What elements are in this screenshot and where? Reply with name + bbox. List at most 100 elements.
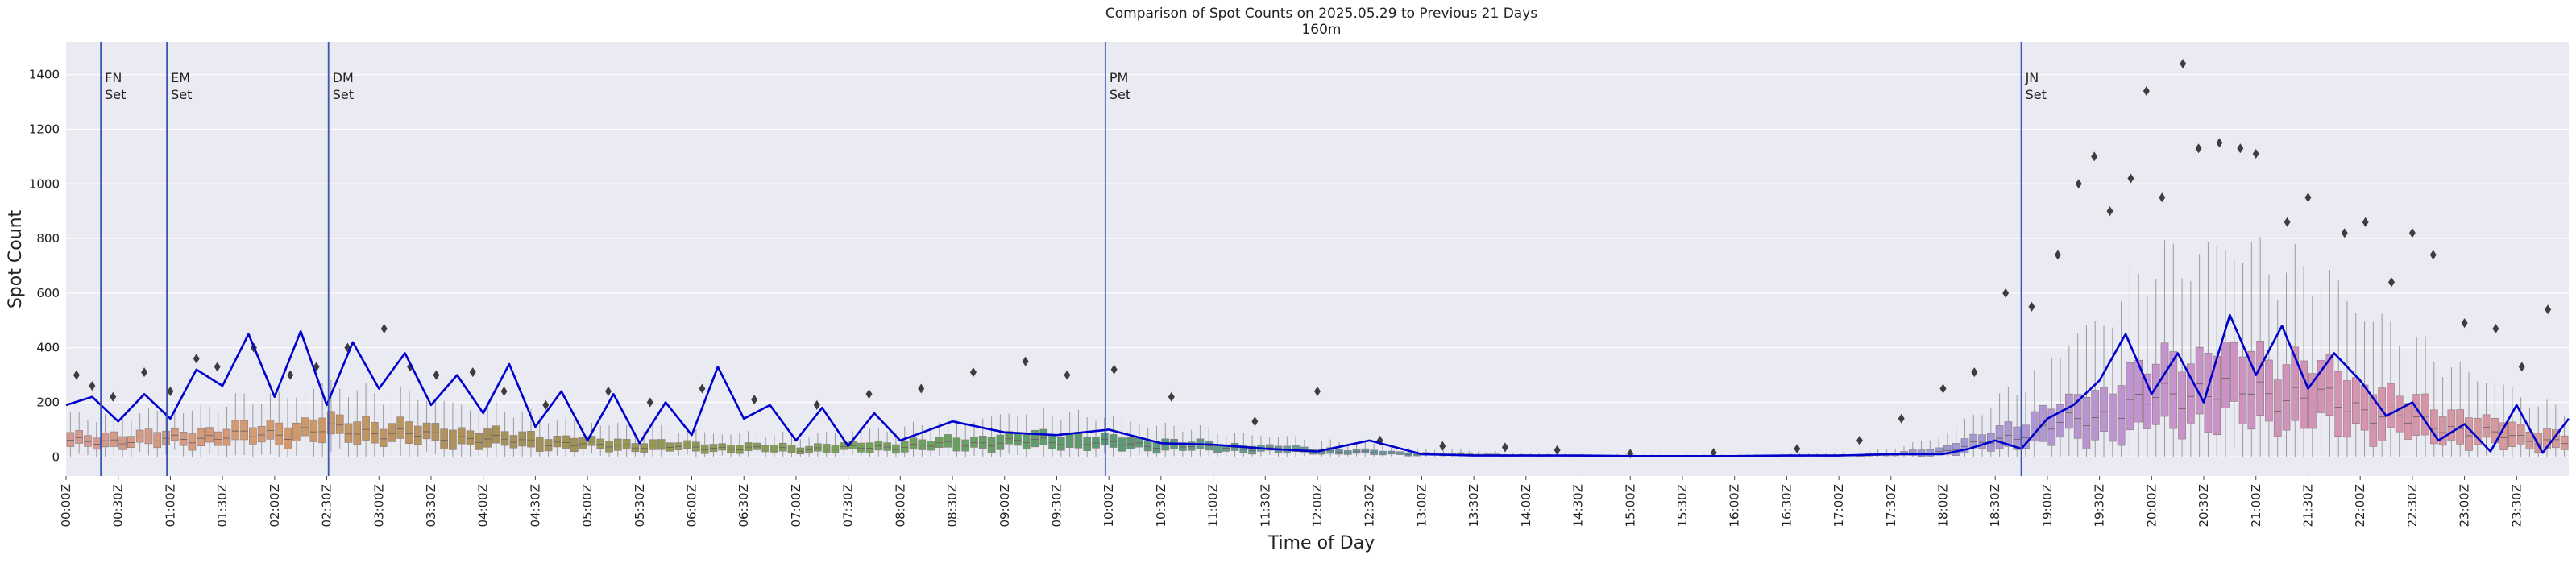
box-body [249, 427, 257, 445]
box-body [944, 434, 952, 448]
box-body [909, 437, 918, 450]
box-46 [466, 410, 475, 457]
current-day-line-layer [65, 313, 2570, 457]
box-152 [1387, 446, 1396, 457]
box-body [266, 420, 275, 440]
event-label: Set [105, 87, 126, 102]
box-body [744, 442, 753, 451]
box-232 [2082, 325, 2091, 457]
box-5 [110, 411, 118, 457]
box-body [640, 443, 649, 453]
box-body [413, 425, 422, 445]
chart-subtitle: 160m [1301, 22, 1341, 38]
box-body [614, 438, 622, 451]
box-body [822, 444, 831, 453]
x-tick-label: 12:00Z [1310, 484, 1325, 528]
box-68 [657, 424, 666, 457]
plot-area [66, 42, 2569, 476]
box-115 [1065, 412, 1074, 457]
box-86 [814, 433, 822, 457]
box-28 [309, 388, 318, 457]
box-239 [2143, 296, 2151, 457]
box-body [2508, 421, 2516, 447]
outlier-marker [2545, 304, 2552, 315]
x-tick-label: 03:30Z [424, 484, 438, 528]
box-285 [2543, 399, 2551, 457]
x-tick-label: 22:00Z [2353, 484, 2367, 528]
x-tick-label: 13:30Z [1466, 484, 1481, 528]
box-body [996, 434, 1005, 450]
box-body [2143, 373, 2151, 429]
box-body [2030, 411, 2039, 442]
box-21 [249, 404, 257, 457]
box-82 [778, 432, 787, 457]
box-body [2056, 404, 2064, 438]
box-body [970, 436, 978, 448]
box-body [188, 433, 197, 451]
box-220 [1978, 415, 1986, 457]
box-126 [1161, 422, 1170, 457]
box-231 [2073, 333, 2082, 457]
box-body [2247, 350, 2256, 430]
box-body [405, 421, 413, 445]
x-tick-label: 23:30Z [2509, 484, 2524, 528]
outlier-marker [2408, 228, 2416, 238]
outlier-marker [469, 367, 476, 378]
outlier-marker [2180, 59, 2187, 69]
box-body [544, 439, 553, 452]
box-body [292, 422, 301, 441]
box-body [2117, 385, 2126, 446]
box-body [1057, 437, 1065, 451]
box-85 [805, 437, 813, 457]
box-219 [1969, 415, 1978, 457]
box-14 [188, 410, 197, 457]
box-50 [500, 412, 509, 457]
box-body [170, 428, 179, 441]
event-label: EM [171, 70, 190, 85]
box-19 [231, 393, 240, 456]
box-9 [144, 408, 153, 456]
outlier-marker [969, 367, 977, 378]
box-body [683, 440, 691, 449]
box-10 [153, 411, 162, 457]
x-tick-label: 03:00Z [371, 484, 386, 528]
outlier-marker [2195, 143, 2202, 154]
outlier-marker [646, 397, 653, 408]
box-body [1960, 438, 1969, 453]
box-body [2343, 380, 2351, 438]
event-label: FN [105, 70, 122, 85]
outlier-marker [1439, 441, 1446, 451]
box-body [197, 428, 205, 446]
box-253 [2265, 274, 2273, 457]
outlier-marker [699, 383, 706, 394]
box-body [2178, 371, 2186, 440]
box-body [1039, 428, 1048, 445]
box-body [153, 432, 162, 449]
box-69 [666, 430, 674, 457]
box-body [718, 443, 727, 451]
box-99 [927, 428, 935, 457]
box-100 [935, 422, 944, 457]
box-body [335, 414, 344, 434]
box-body [570, 437, 579, 452]
box-body [2151, 363, 2160, 425]
outlier-marker [2143, 86, 2150, 97]
box-body [2195, 346, 2204, 415]
box-24 [275, 391, 284, 457]
box-body [562, 435, 570, 449]
box-body [2256, 341, 2264, 416]
box-263 [2351, 313, 2360, 457]
event-label: Set [2026, 87, 2047, 102]
outlier-marker [167, 386, 174, 396]
box-body [2412, 394, 2421, 436]
box-258 [2308, 296, 2317, 457]
outlier-marker [1168, 391, 1175, 402]
box-251 [2247, 242, 2256, 457]
box-body [2516, 424, 2525, 445]
outlier-marker [2054, 250, 2061, 260]
box-118 [1092, 420, 1100, 457]
box-body [2404, 403, 2412, 440]
box-141 [1292, 436, 1300, 457]
box-11 [162, 412, 170, 455]
